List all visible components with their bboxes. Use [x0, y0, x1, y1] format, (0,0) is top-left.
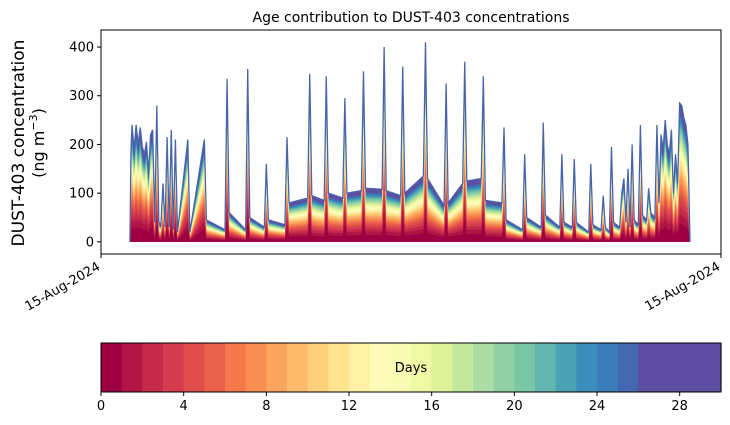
colorbar-segment — [163, 343, 185, 392]
colorbar-ticks: 0 4 8 12 16 20 24 28 — [97, 392, 688, 414]
colorbar-segment — [328, 343, 350, 392]
y-axis-label-unit-suffix: ) — [29, 108, 48, 114]
y-tick-label: 100 — [69, 187, 94, 202]
colorbar-segment — [659, 343, 681, 392]
colorbar-tick-label: 16 — [423, 399, 440, 414]
y-tick-label: 300 — [69, 89, 94, 104]
age-layer-0-days — [129, 215, 690, 242]
colorbar-segment — [576, 343, 598, 392]
y-axis-label: DUST-403 concentration (ng m−3) — [9, 40, 48, 247]
colorbar-segment — [349, 343, 371, 392]
plot-frame — [100, 29, 722, 255]
colorbar-segment — [555, 343, 577, 392]
colorbar-segment — [266, 343, 288, 392]
colorbar-segment — [183, 343, 205, 392]
colorbar-segment — [452, 343, 474, 392]
colorbar-segment — [225, 343, 247, 392]
x-tick-label: 15-Aug-2024 — [23, 259, 103, 314]
colorbar-tick-label: 20 — [506, 399, 523, 414]
colorbar-tick-label: 28 — [671, 399, 688, 414]
colorbar-segment — [390, 343, 412, 392]
colorbar-tick-label: 12 — [341, 399, 358, 414]
y-axis-label-line1: DUST-403 concentration — [9, 40, 29, 247]
colorbar-segment — [245, 343, 267, 392]
colorbar-segment — [514, 343, 536, 392]
colorbar-segment — [142, 343, 164, 392]
y-axis-label-unit: (ng m−3) — [27, 108, 48, 178]
colorbar-tick-label: 8 — [262, 399, 270, 414]
colorbar-segment — [597, 343, 619, 392]
colorbar-tick-label: 4 — [180, 399, 188, 414]
colorbar-segment — [679, 343, 701, 392]
colorbar-segment — [700, 343, 722, 392]
y-tick-label: 200 — [69, 138, 94, 153]
y-axis-label-unit-prefix: (ng m — [29, 131, 48, 178]
total-concentration-line — [129, 42, 691, 242]
colorbar-segment — [101, 343, 123, 392]
x-tick-label: 15-Aug-2024 — [643, 259, 723, 314]
chart-title: Age contribution to DUST-403 concentrati… — [253, 10, 570, 26]
colorbar-segment — [638, 343, 660, 392]
colorbar-tick-label: 0 — [97, 399, 105, 414]
colorbar-frame — [100, 342, 722, 393]
colorbar-segment — [617, 343, 639, 392]
colorbar-segment — [493, 343, 515, 392]
y-axis-ticks: 0 100 200 300 400 — [69, 41, 101, 250]
colorbar-segment — [535, 343, 557, 392]
y-tick-label: 400 — [69, 41, 94, 56]
y-tick-label: 0 — [86, 235, 94, 250]
colorbar-segment — [369, 343, 391, 392]
colorbar-segment — [204, 343, 226, 392]
y-axis-label-unit-exp: −3 — [27, 114, 40, 130]
colorbar-segment — [287, 343, 309, 392]
colorbar-tick-label: 24 — [589, 399, 606, 414]
colorbar-segment — [411, 343, 433, 392]
colorbar-segment — [121, 343, 143, 392]
colorbar — [101, 343, 722, 392]
colorbar-segment — [431, 343, 453, 392]
colorbar-segment — [307, 343, 329, 392]
colorbar-label: Days — [395, 361, 428, 376]
x-axis-ticks: 15-Aug-2024 15-Aug-2024 — [23, 254, 723, 315]
colorbar-segment — [473, 343, 495, 392]
stacked-area-layers — [129, 42, 691, 242]
